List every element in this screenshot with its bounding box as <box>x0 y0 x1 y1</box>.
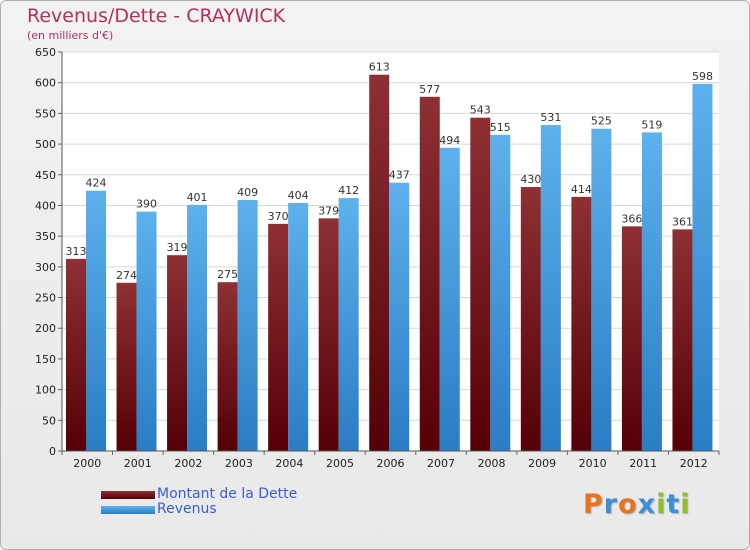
y-tick-label: 450 <box>35 169 56 182</box>
bar-revenus-2006 <box>389 182 410 451</box>
x-tick-label: 2008 <box>478 457 506 470</box>
legend-label-dette: Montant de la Dette <box>157 486 298 502</box>
bar-dette-2005 <box>318 218 339 451</box>
bar-dette-2006 <box>369 74 390 451</box>
bar-dette-2011 <box>621 226 642 451</box>
data-label-dette-2000: 313 <box>66 245 87 258</box>
data-label-dette-2011: 366 <box>621 212 642 225</box>
x-tick-label: 2009 <box>528 457 556 470</box>
data-label-revenus-2010: 525 <box>591 115 612 128</box>
bar-dette-2001 <box>116 282 137 451</box>
data-label-revenus-2004: 404 <box>288 189 309 202</box>
data-label-dette-2002: 319 <box>167 241 188 254</box>
data-label-revenus-2008: 515 <box>490 121 511 134</box>
data-label-revenus-2003: 409 <box>237 186 258 199</box>
legend-swatch-revenus <box>101 506 155 514</box>
data-label-dette-2004: 370 <box>268 210 289 223</box>
data-label-revenus-2001: 390 <box>136 198 157 211</box>
bar-revenus-2003 <box>237 199 258 451</box>
data-label-dette-2006: 613 <box>369 61 390 74</box>
bar-revenus-2012 <box>692 83 713 452</box>
x-tick-label: 2004 <box>275 457 303 470</box>
data-label-dette-2001: 274 <box>116 269 137 282</box>
y-tick-label: 500 <box>35 138 56 151</box>
bar-revenus-2010 <box>591 128 612 451</box>
bar-revenus-2001 <box>136 211 157 451</box>
logo-letter: P <box>583 489 604 520</box>
bar-dette-2004 <box>268 223 289 451</box>
x-tick-label: 2006 <box>377 457 405 470</box>
y-tick-label: 100 <box>35 384 56 397</box>
bar-dette-2012 <box>672 229 693 451</box>
data-label-revenus-2000: 424 <box>86 177 107 190</box>
data-label-dette-2008: 543 <box>470 104 491 117</box>
y-tick-label: 400 <box>35 199 56 212</box>
y-tick-label: 300 <box>35 261 56 274</box>
x-tick-label: 2005 <box>326 457 354 470</box>
bar-dette-2009 <box>520 187 541 452</box>
bar-revenus-2002 <box>187 204 208 451</box>
bar-revenus-2005 <box>338 198 359 451</box>
x-tick-label: 2010 <box>579 457 607 470</box>
bar-chart: 0 50 100 150 200 250 300 350 400 450 500 550 600 650 3… <box>35 46 720 470</box>
logo-letter: i <box>656 489 667 520</box>
proxiti-logo: Proxiti <box>583 489 691 520</box>
y-tick-label: 600 <box>35 77 56 90</box>
y-tick-label: 550 <box>35 107 56 120</box>
chart-title: Revenus/Dette - CRAYWICK <box>27 5 286 27</box>
bar-revenus-2007 <box>439 147 460 451</box>
legend-swatch-dette <box>101 491 155 499</box>
data-label-dette-2009: 430 <box>520 173 541 186</box>
bar-dette-2008 <box>470 117 491 451</box>
bar-dette-2003 <box>217 282 238 451</box>
logo-letter: r <box>603 489 619 520</box>
bar-revenus-2004 <box>288 203 309 451</box>
data-label-dette-2010: 414 <box>571 183 592 196</box>
bar-revenus-2000 <box>86 190 106 451</box>
y-tick-label: 650 <box>35 46 56 59</box>
y-tick-label: 50 <box>42 414 56 427</box>
data-label-dette-2012: 361 <box>672 215 693 228</box>
bar-dette-2002 <box>167 255 188 451</box>
data-label-revenus-2002: 401 <box>187 191 208 204</box>
bar-revenus-2011 <box>641 132 662 451</box>
data-label-revenus-2011: 519 <box>641 118 662 131</box>
bar-dette-2007 <box>419 96 440 452</box>
x-tick-label: 2011 <box>629 457 657 470</box>
data-label-revenus-2005: 412 <box>338 184 359 197</box>
x-tick-label: 2000 <box>73 457 101 470</box>
y-tick-label: 150 <box>35 353 56 366</box>
x-tick-label: 2012 <box>680 457 708 470</box>
logo-letter: i <box>680 489 691 520</box>
bar-dette-2010 <box>571 196 592 451</box>
data-label-dette-2003: 275 <box>217 268 238 281</box>
y-tick-label: 350 <box>35 230 56 243</box>
data-label-dette-2007: 577 <box>419 83 440 96</box>
logo-letter: x <box>637 489 657 520</box>
x-tick-label: 2007 <box>427 457 455 470</box>
bar-revenus-2008 <box>490 134 511 451</box>
legend-label-revenus: Revenus <box>157 501 217 517</box>
data-label-revenus-2007: 494 <box>439 134 460 147</box>
logo-letter: o <box>618 489 638 520</box>
logo-letter: t <box>666 489 681 520</box>
x-tick-label: 2002 <box>174 457 202 470</box>
data-label-dette-2005: 379 <box>318 204 339 217</box>
data-label-revenus-2012: 598 <box>692 70 713 83</box>
y-tick-label: 250 <box>35 292 56 305</box>
y-tick-label: 0 <box>49 445 56 458</box>
bar-dette-2000 <box>66 258 86 451</box>
x-tick-label: 2001 <box>124 457 152 470</box>
y-tick-label: 200 <box>35 322 56 335</box>
chart-subtitle: (en milliers d'€) <box>27 29 114 42</box>
bar-revenus-2009 <box>540 125 561 451</box>
data-label-revenus-2009: 531 <box>540 111 561 124</box>
x-tick-label: 2003 <box>225 457 253 470</box>
data-label-revenus-2006: 437 <box>389 169 410 182</box>
